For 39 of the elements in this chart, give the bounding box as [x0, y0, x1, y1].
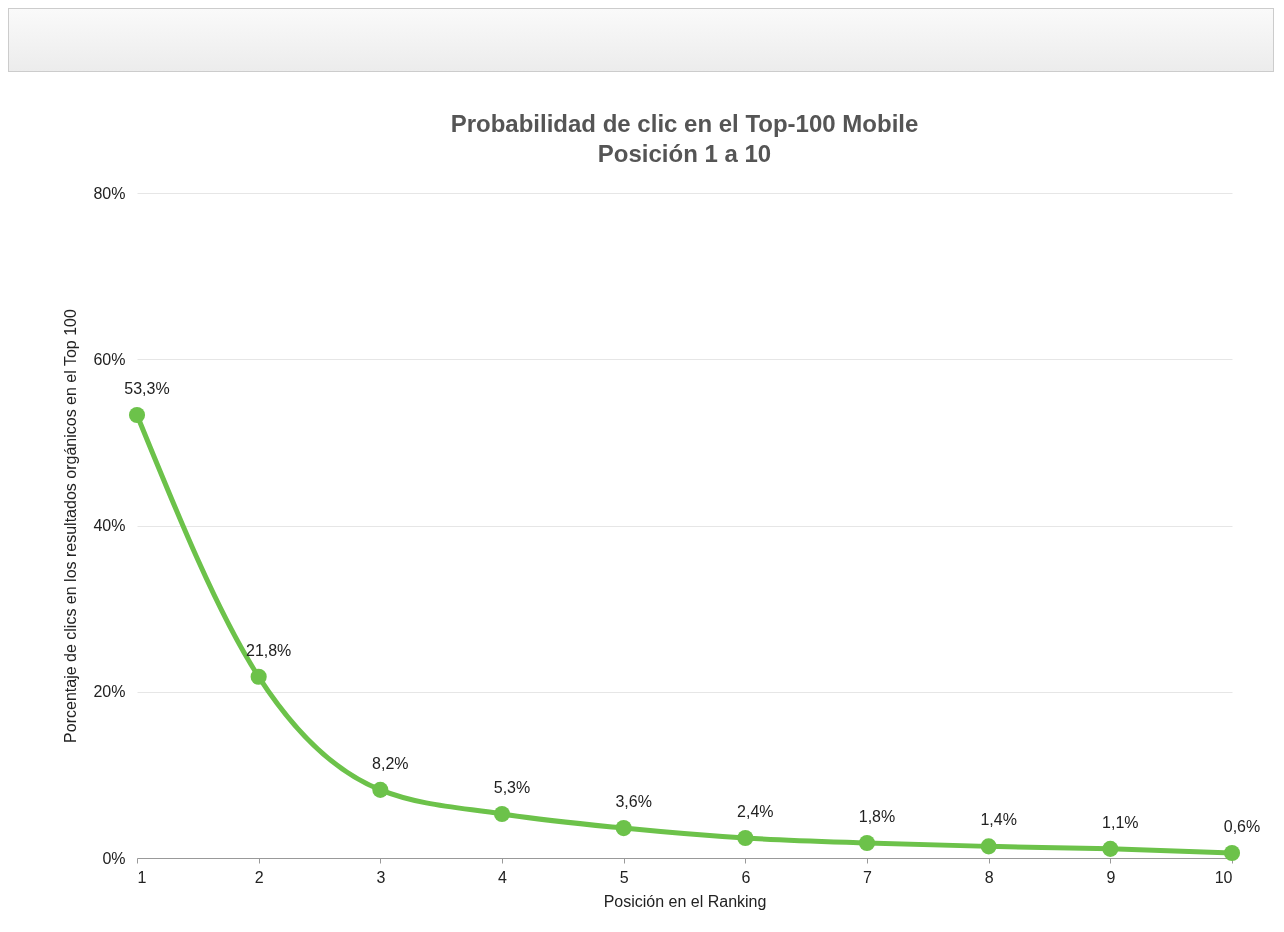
data-label: 21,8% — [245, 641, 292, 659]
point — [858, 834, 876, 852]
x-tick-label: 3 — [376, 868, 386, 886]
y-tick-label: 80% — [93, 184, 126, 202]
point — [250, 668, 267, 685]
x-tick-label: 2 — [254, 868, 264, 886]
x-tick-label: 10 — [1214, 868, 1233, 886]
y-axis-title: Porcentaje de clics en los resultados orgánicos en el Top 100 — [62, 309, 80, 743]
data-label: 53,3% — [124, 379, 170, 397]
data-label: 8,2% — [372, 754, 409, 772]
y-tick-label: 40% — [93, 517, 126, 534]
x-tick-label: 9 — [1106, 868, 1116, 886]
point — [372, 781, 389, 798]
y-tick-label: 60% — [93, 350, 126, 368]
y-tick-label: 20% — [93, 683, 126, 701]
data-label: 1,1% — [1102, 813, 1139, 831]
text: Probabilidad de clic en el Top-100 Mobile — [450, 110, 919, 137]
data-label: 5,3% — [493, 778, 531, 796]
point — [980, 838, 997, 855]
text: Posición 1 a 10 — [597, 140, 772, 167]
x-axis-title: Posición en el Ranking — [603, 892, 767, 910]
point — [128, 406, 146, 423]
data-label: 1,8% — [858, 808, 896, 826]
point — [493, 805, 511, 822]
point — [1102, 840, 1119, 857]
data-label: 1,4% — [980, 811, 1017, 829]
x-tick-label: 7 — [863, 868, 873, 886]
y-tick-label: 0% — [102, 849, 126, 867]
data-label: 2,4% — [737, 803, 774, 821]
x-tick-label: 4 — [498, 868, 508, 886]
point — [737, 830, 754, 847]
x-tick-label: 5 — [619, 868, 629, 886]
data-label: 3,6% — [615, 793, 652, 811]
x-tick-label: 6 — [741, 868, 751, 886]
point — [615, 820, 632, 837]
point — [1223, 844, 1241, 862]
x-tick-label: 8 — [984, 868, 994, 886]
data-label: 0,6% — [1223, 818, 1261, 836]
x-tick-label: 1 — [137, 868, 147, 886]
